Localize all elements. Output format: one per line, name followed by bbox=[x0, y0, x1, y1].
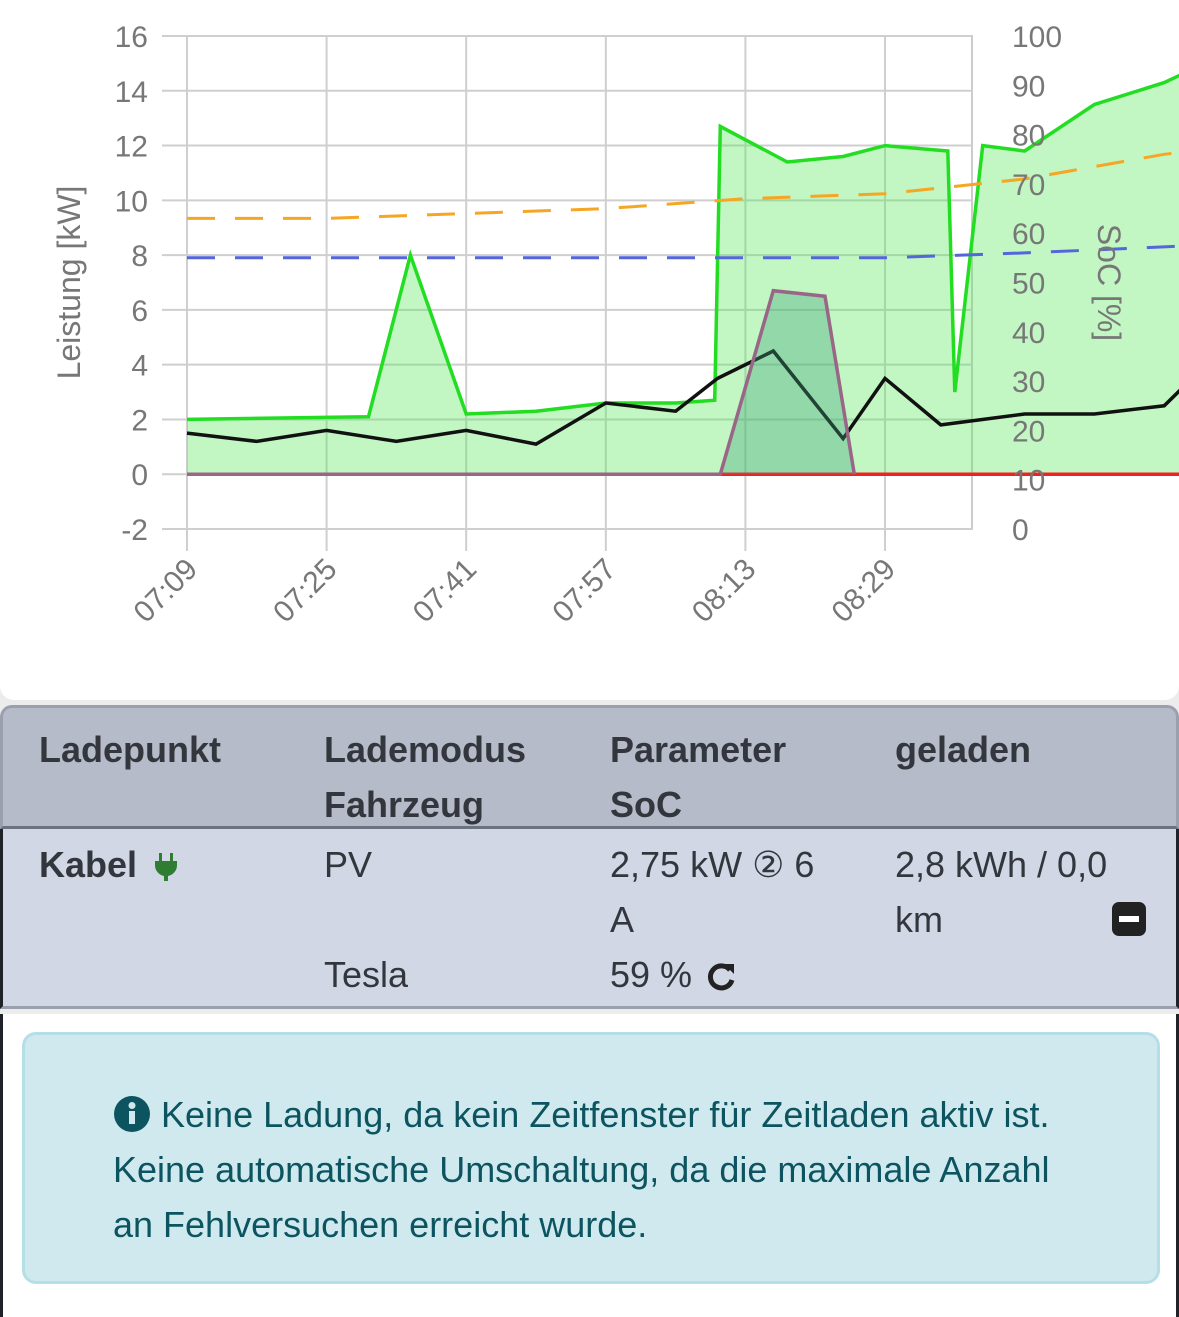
vehicle-name[interactable]: Tesla bbox=[324, 954, 409, 995]
header-lademodus: Lademodus Fahrzeug bbox=[324, 729, 527, 825]
y-right-tick-label: 90 bbox=[1012, 70, 1045, 103]
charge-mode[interactable]: PV bbox=[324, 844, 373, 885]
y-right-tick-label: 10 bbox=[1012, 465, 1045, 498]
y-left-axis-title: Leistung [kW] bbox=[51, 186, 87, 380]
refresh-icon[interactable] bbox=[704, 960, 738, 994]
series-line-5 bbox=[187, 244, 1179, 260]
y-left-tick-label: 10 bbox=[115, 185, 148, 218]
y-right-tick-label: 70 bbox=[1012, 169, 1045, 202]
header-ladepunkt: Ladepunkt bbox=[39, 729, 222, 770]
x-tick-label: 08:13 bbox=[686, 553, 762, 629]
x-tick-label: 07:41 bbox=[407, 553, 483, 629]
collapse-icon[interactable] bbox=[1111, 901, 1147, 937]
series-area-0 bbox=[187, 75, 1179, 475]
y-right-tick-label: 80 bbox=[1012, 120, 1045, 153]
series-line-4 bbox=[187, 151, 1179, 220]
y-left-tick-label: -2 bbox=[121, 514, 148, 547]
y-right-axis-title: SoC [%] bbox=[1091, 224, 1127, 341]
info-alert-text: Keine Ladung, da kein Zeitfenster für Ze… bbox=[113, 1094, 1050, 1245]
vehicle-soc: 59 % bbox=[610, 947, 738, 1002]
plug-icon bbox=[155, 853, 178, 882]
y-right-tick-label: 0 bbox=[1012, 514, 1029, 547]
header-parameter: Parameter SoC bbox=[610, 729, 787, 825]
y-left-tick-label: 0 bbox=[131, 459, 148, 492]
charge-parameter-unit: A bbox=[610, 899, 635, 940]
y-right-tick-label: 50 bbox=[1012, 268, 1045, 301]
x-tick-label: 07:57 bbox=[546, 553, 622, 629]
series-line-3 bbox=[187, 288, 857, 476]
charged-energy: 2,8 kWh / 0,0 bbox=[895, 844, 1108, 885]
series-area-3 bbox=[187, 290, 855, 475]
y-right-tick-label: 100 bbox=[1012, 21, 1062, 54]
charged-range: km bbox=[895, 899, 943, 940]
info-icon bbox=[114, 1096, 150, 1133]
y-left-tick-label: 2 bbox=[131, 404, 148, 437]
phase-icon: ② bbox=[752, 844, 785, 885]
y-right-tick-label: 40 bbox=[1012, 317, 1045, 350]
y-right-tick-label: 60 bbox=[1012, 218, 1045, 251]
table-row[interactable]: Kabel PV Tesla 2,75 kW ② 6 A 59 % 2,8 kW… bbox=[0, 829, 1179, 1009]
x-tick-label: 07:09 bbox=[128, 553, 204, 629]
series-line-1 bbox=[186, 348, 1179, 446]
y-left-tick-label: 6 bbox=[131, 295, 148, 328]
y-right-tick-label: 20 bbox=[1012, 415, 1045, 448]
charge-parameter: 2,75 kW ② 6 bbox=[610, 844, 815, 885]
plot-area bbox=[186, 35, 973, 530]
y-left-tick-label: 8 bbox=[131, 240, 148, 273]
chargepoint-name: Kabel bbox=[39, 837, 179, 892]
x-tick-label: 07:25 bbox=[267, 553, 343, 629]
chart-card: 16 14 12 10 8 6 4 2 0 -2 100 90 80 70 60 50 40 30 20 10 0 07:… bbox=[0, 0, 1179, 700]
info-alert: Keine Ladung, da kein Zeitfenster für Ze… bbox=[22, 1032, 1160, 1284]
y-right-tick-label: 30 bbox=[1012, 366, 1045, 399]
chargepoint-table: Ladepunkt Lademodus Fahrzeug Parameter SoC… bbox=[0, 705, 1179, 1009]
series-line-0 bbox=[186, 73, 1179, 422]
header-geladen: geladen bbox=[895, 729, 1032, 770]
y-left-tick-label: 16 bbox=[115, 21, 148, 54]
y-left-tick-label: 14 bbox=[115, 76, 148, 109]
chargepoint-details: Keine Ladung, da kein Zeitfenster für Ze… bbox=[0, 1014, 1179, 1317]
x-tick-label: 08:29 bbox=[826, 553, 902, 629]
y-left-tick-label: 4 bbox=[131, 350, 148, 383]
table-header: Ladepunkt Lademodus Fahrzeug Parameter SoC… bbox=[0, 705, 1179, 829]
y-left-tick-label: 12 bbox=[115, 131, 148, 164]
power-chart: 1614121086420-2100908070605040302010007:… bbox=[51, 21, 1179, 629]
